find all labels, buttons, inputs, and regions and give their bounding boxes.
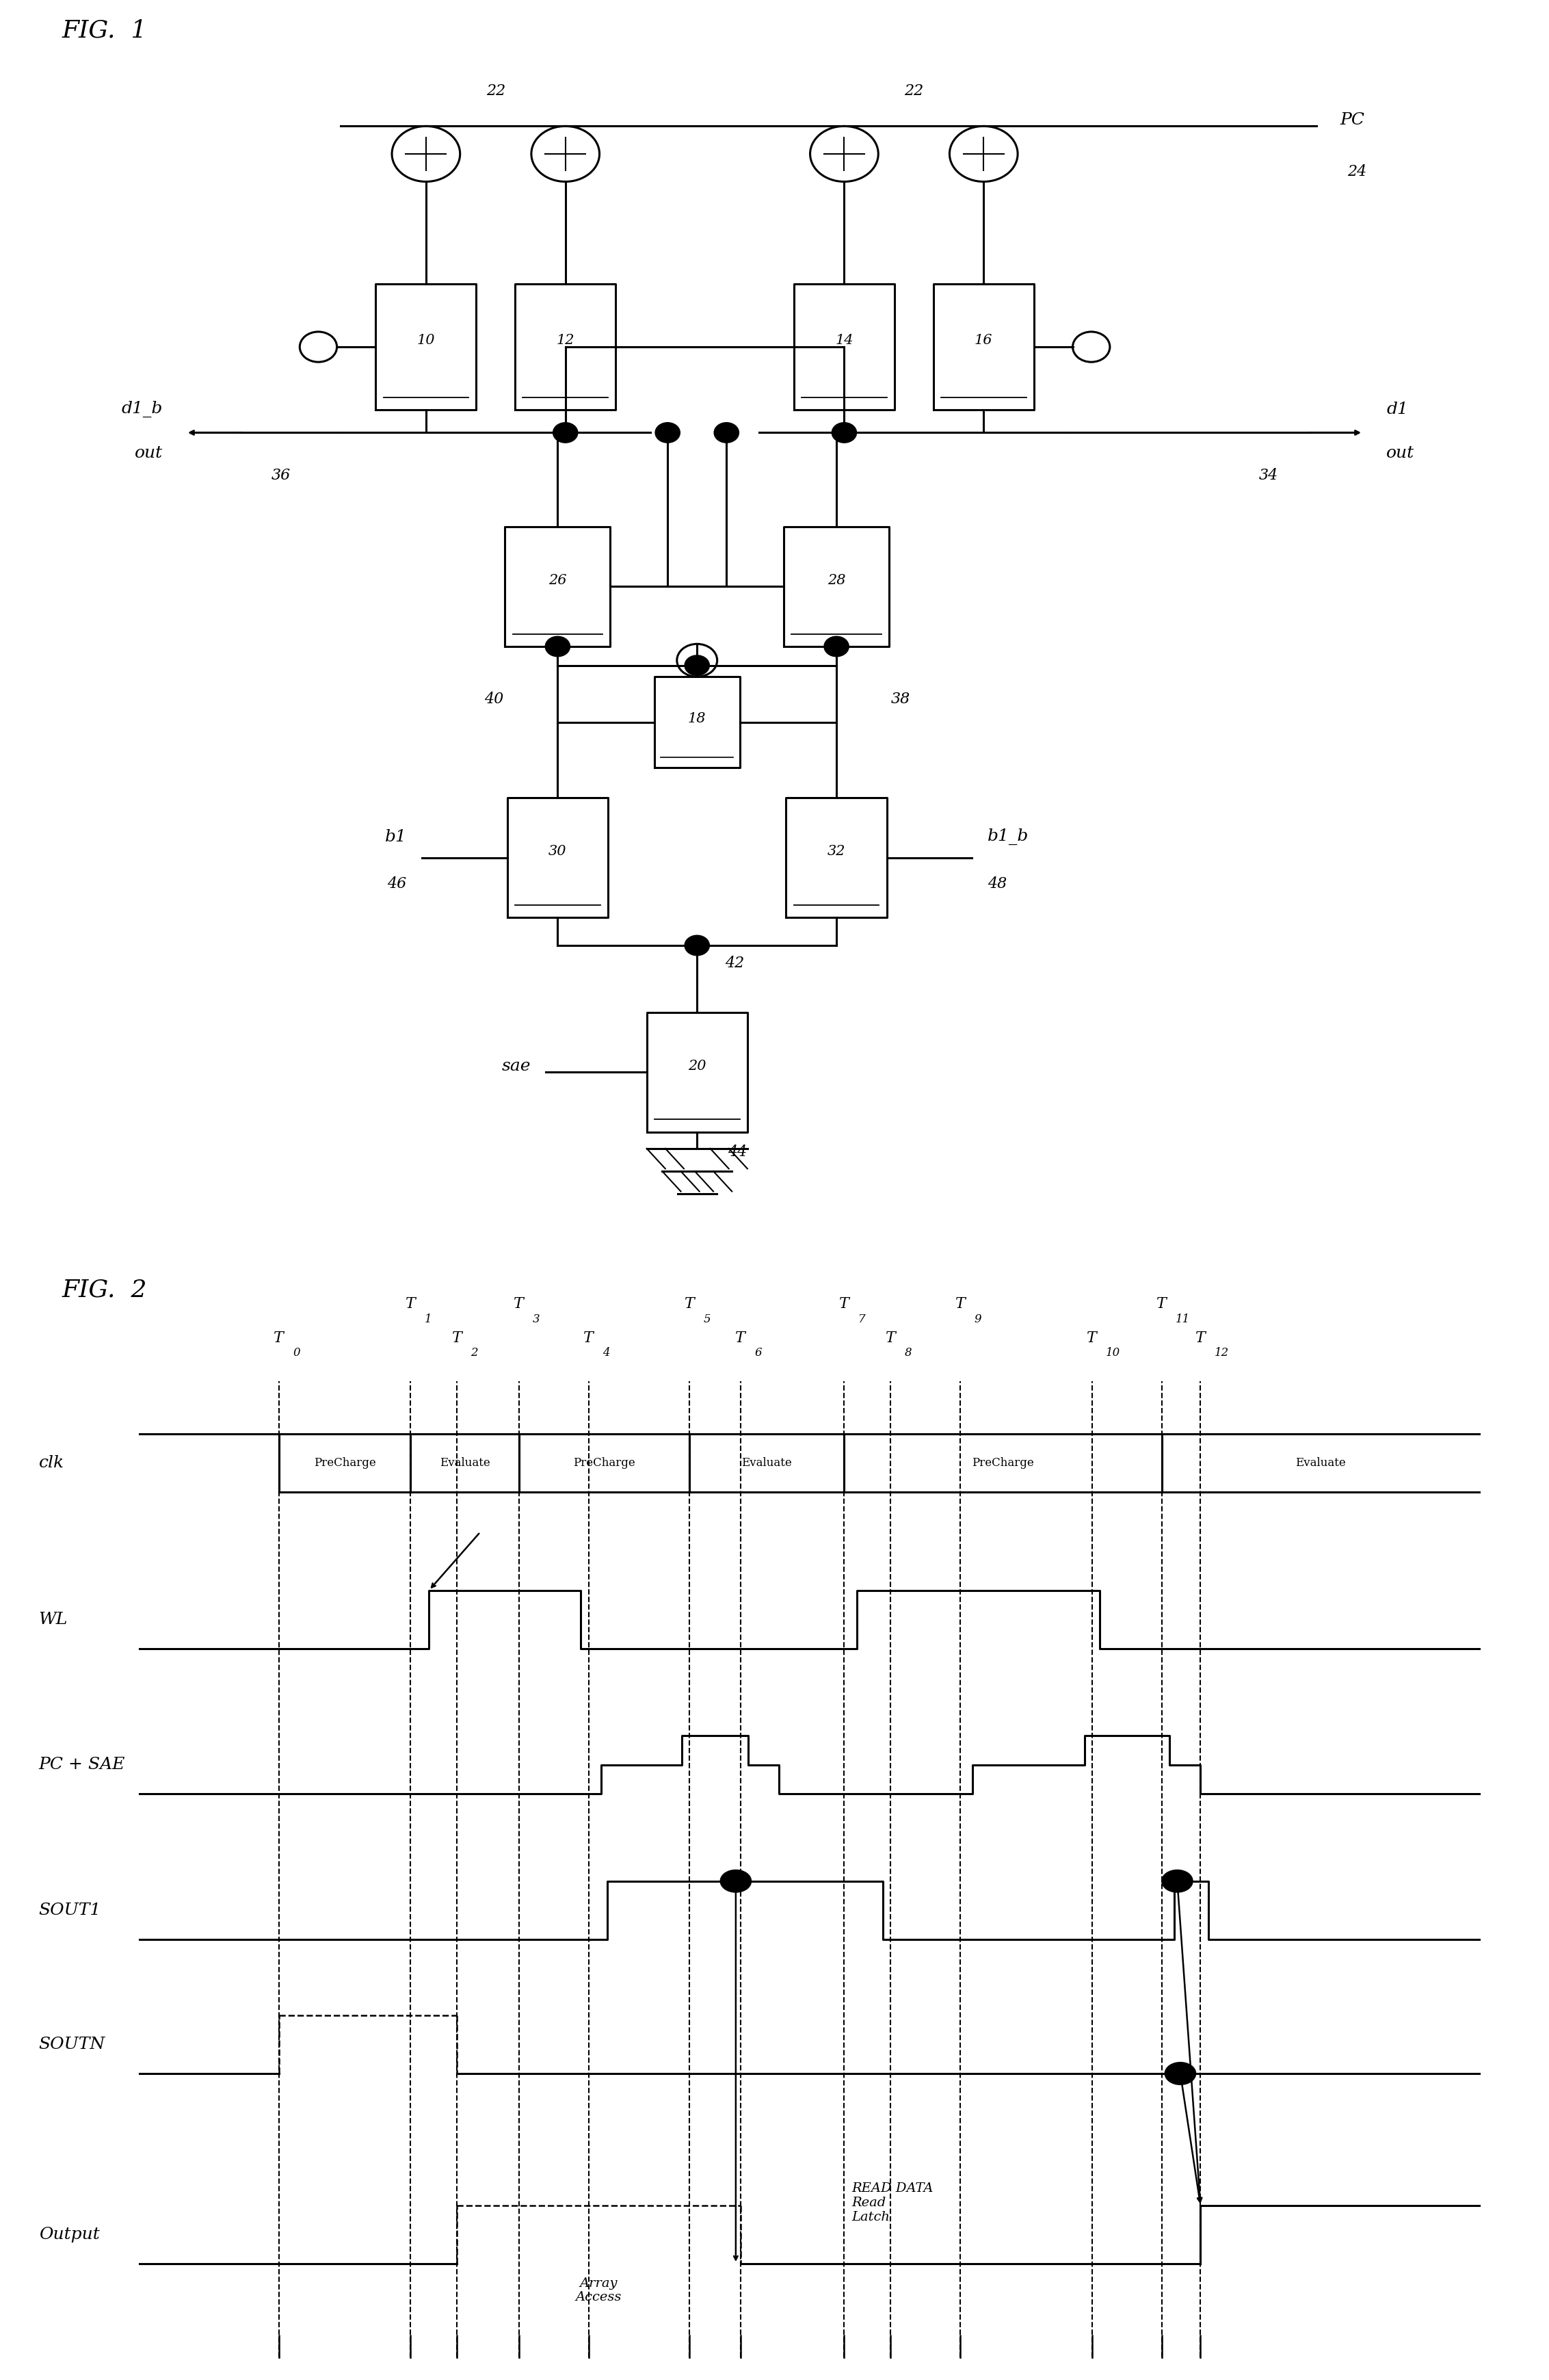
Text: 38: 38	[891, 693, 909, 707]
Text: 26: 26	[548, 574, 567, 588]
Circle shape	[824, 635, 849, 657]
Text: READ DATA
Read
Latch: READ DATA Read Latch	[852, 2182, 934, 2223]
Circle shape	[1165, 2063, 1196, 2085]
Text: 10: 10	[1106, 1347, 1120, 1359]
Text: b1_b: b1_b	[988, 828, 1029, 845]
Text: Evaluate: Evaluate	[1295, 1457, 1346, 1468]
Text: PreCharge: PreCharge	[313, 1457, 376, 1468]
Text: T: T	[584, 1330, 593, 1345]
Text: 28: 28	[827, 574, 846, 588]
Text: Evaluate: Evaluate	[742, 1457, 792, 1468]
Text: T: T	[1087, 1330, 1097, 1345]
Text: 6: 6	[754, 1347, 762, 1359]
Text: 3: 3	[533, 1314, 541, 1326]
Text: 44: 44	[728, 1145, 747, 1159]
Text: 10: 10	[417, 333, 435, 347]
Text: d1_b: d1_b	[121, 400, 163, 416]
Text: FIG.  1: FIG. 1	[62, 19, 147, 43]
Text: 7: 7	[858, 1314, 866, 1326]
Text: b1: b1	[384, 828, 406, 845]
Text: 40: 40	[485, 693, 503, 707]
Circle shape	[655, 424, 680, 443]
Text: 0: 0	[293, 1347, 301, 1359]
Text: T: T	[514, 1297, 524, 1311]
Circle shape	[1162, 1871, 1193, 1892]
Text: 48: 48	[988, 876, 1007, 892]
Text: 9: 9	[974, 1314, 982, 1326]
Text: 22: 22	[905, 83, 923, 98]
Text: 32: 32	[827, 845, 846, 857]
Text: 18: 18	[688, 712, 706, 726]
Text: 22: 22	[486, 83, 505, 98]
Text: 12: 12	[1214, 1347, 1228, 1359]
Text: PreCharge: PreCharge	[573, 1457, 635, 1468]
Circle shape	[685, 935, 709, 954]
Text: T: T	[840, 1297, 849, 1311]
Circle shape	[545, 635, 570, 657]
Text: T: T	[886, 1330, 895, 1345]
Text: T: T	[452, 1330, 462, 1345]
Text: out: out	[1386, 445, 1414, 462]
Text: 42: 42	[725, 954, 744, 971]
Text: 30: 30	[548, 845, 567, 857]
Text: 12: 12	[556, 333, 575, 347]
Text: 46: 46	[387, 876, 406, 892]
Text: 36: 36	[271, 469, 290, 483]
Text: 34: 34	[1259, 469, 1278, 483]
Text: 1: 1	[424, 1314, 432, 1326]
Text: 11: 11	[1176, 1314, 1190, 1326]
Text: PC + SAE: PC + SAE	[39, 1756, 125, 1773]
Text: T: T	[1157, 1297, 1166, 1311]
Text: T: T	[956, 1297, 965, 1311]
Text: d1: d1	[1386, 402, 1408, 416]
Text: T: T	[736, 1330, 745, 1345]
Text: out: out	[135, 445, 163, 462]
Text: SOUT1: SOUT1	[39, 1902, 101, 1918]
Text: T: T	[685, 1297, 694, 1311]
Text: Output: Output	[39, 2228, 99, 2242]
Circle shape	[685, 654, 709, 676]
Text: clk: clk	[39, 1454, 64, 1471]
Circle shape	[553, 424, 578, 443]
Text: 24: 24	[1348, 164, 1366, 179]
Text: Evaluate: Evaluate	[440, 1457, 489, 1468]
Circle shape	[714, 424, 739, 443]
Text: 8: 8	[905, 1347, 912, 1359]
Text: sae: sae	[502, 1059, 530, 1073]
Circle shape	[832, 424, 857, 443]
Text: 16: 16	[974, 333, 993, 347]
Text: 2: 2	[471, 1347, 479, 1359]
Text: 4: 4	[603, 1347, 610, 1359]
Text: Array
Access: Array Access	[576, 2278, 621, 2304]
Text: T: T	[274, 1330, 283, 1345]
Text: PC: PC	[1340, 112, 1365, 129]
Text: FIG.  2: FIG. 2	[62, 1278, 147, 1302]
Text: WL: WL	[39, 1611, 68, 1628]
Text: T: T	[406, 1297, 415, 1311]
Text: T: T	[1196, 1330, 1205, 1345]
Text: 5: 5	[703, 1314, 711, 1326]
Text: 20: 20	[688, 1059, 706, 1073]
Text: SOUTN: SOUTN	[39, 2037, 105, 2052]
Text: 14: 14	[835, 333, 853, 347]
Circle shape	[720, 1871, 751, 1892]
Text: PreCharge: PreCharge	[971, 1457, 1035, 1468]
